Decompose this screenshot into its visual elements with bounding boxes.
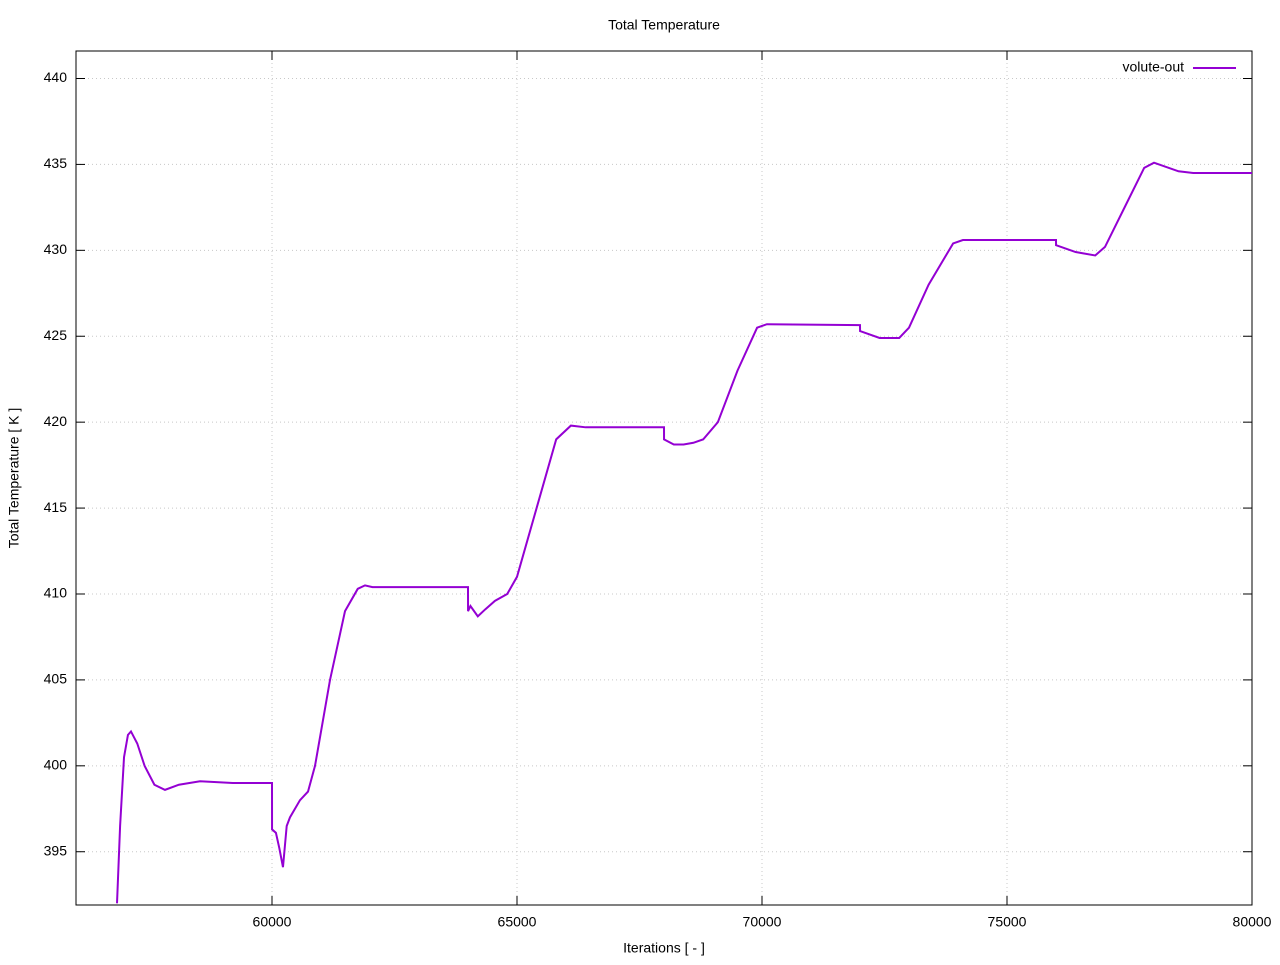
y-tick-label: 405	[44, 671, 68, 687]
y-tick-label: 430	[44, 241, 68, 257]
y-tick-label: 395	[44, 842, 68, 858]
legend-label: volute-out	[1123, 59, 1185, 75]
plot-frame	[75, 50, 1253, 906]
y-tick-label: 415	[44, 499, 68, 515]
y-axis-label: Total Temperature [ K ]	[6, 408, 22, 549]
y-tick-label: 410	[44, 585, 68, 601]
y-tick-label: 435	[44, 155, 68, 171]
x-tick-label: 70000	[743, 914, 782, 930]
y-tick-label: 425	[44, 327, 68, 343]
y-tick-label: 400	[44, 757, 68, 773]
x-tick-label: 65000	[498, 914, 537, 930]
y-tick-label: 440	[44, 69, 68, 85]
x-tick-label: 60000	[253, 914, 292, 930]
chart-title: Total Temperature	[608, 17, 720, 33]
data-line	[116, 161, 1252, 904]
y-tick-label: 420	[44, 413, 68, 429]
x-tick-label: 80000	[1233, 914, 1272, 930]
x-axis-label: Iterations [ - ]	[623, 940, 705, 956]
x-tick-label: 75000	[988, 914, 1027, 930]
